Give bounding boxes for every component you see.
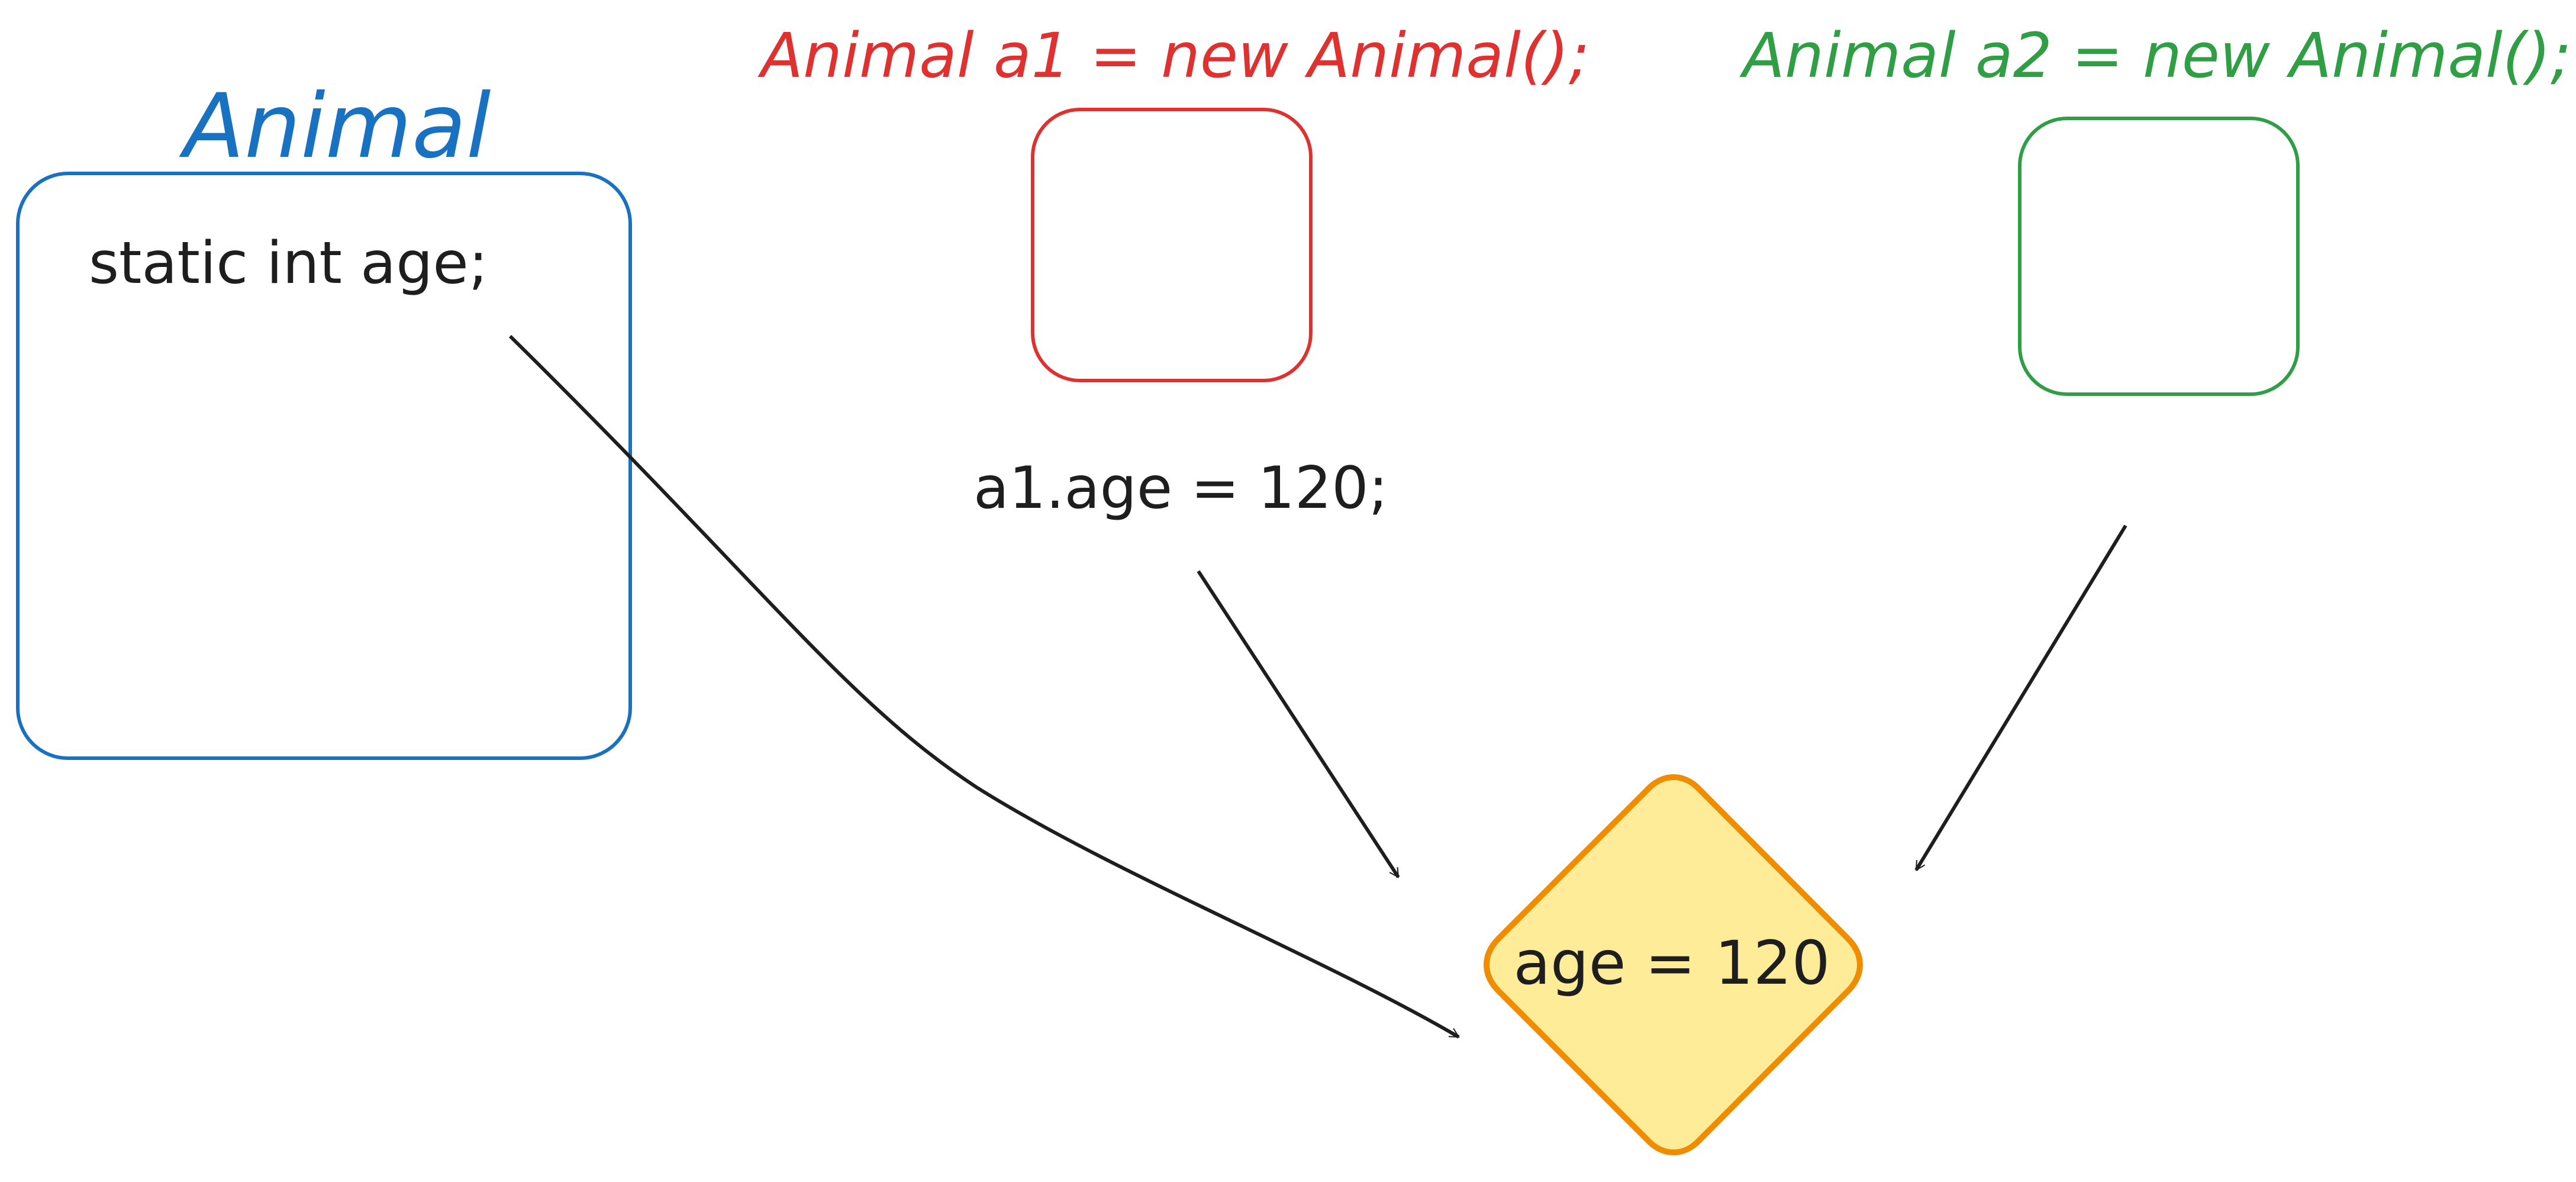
a1-declaration-label: Animal a1 = new Animal(); — [757, 20, 1590, 92]
a2-object-box — [2018, 117, 2300, 396]
static-field-to-value-arrow — [508, 334, 1460, 1039]
shared-value-label: age = 120 — [1513, 928, 1830, 999]
a2-declaration-label: Animal a2 = new Animal(); — [1739, 20, 2571, 92]
a1-to-value-arrow — [1197, 570, 1400, 878]
animal-class-title: Animal — [179, 75, 491, 178]
a2-to-value-arrow — [1914, 524, 2127, 871]
static-field-label: static int age; — [89, 230, 488, 297]
animal-class-box — [16, 172, 632, 760]
a1-assignment-label: a1.age = 120; — [973, 455, 1388, 522]
shared-value-diamond — [1484, 774, 1863, 1155]
a1-object-box — [1031, 108, 1313, 382]
